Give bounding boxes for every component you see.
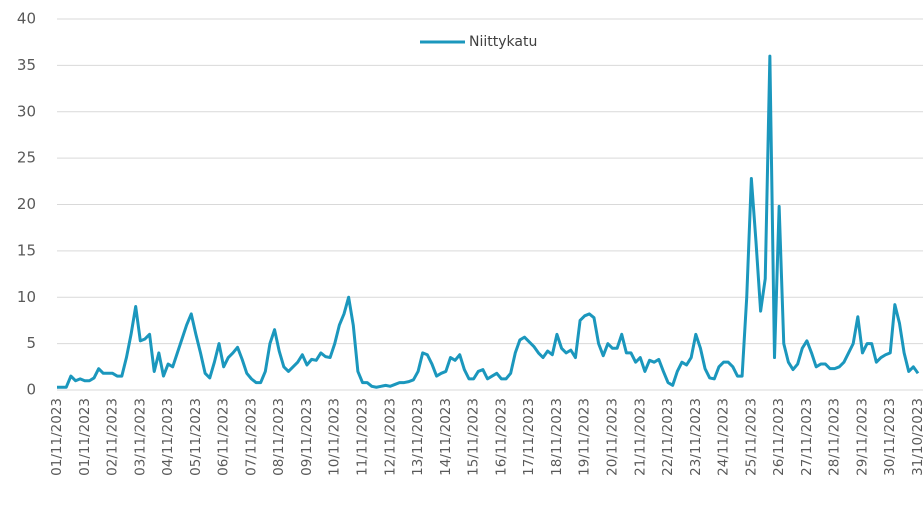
x-tick-label: 14/11/2023: [438, 398, 454, 476]
x-tick-label: 10/11/2023: [327, 398, 343, 476]
x-tick-label: 12/11/2023: [382, 398, 398, 476]
x-tick-label: 30/11/2023: [882, 398, 898, 476]
y-tick-label: 15: [17, 241, 36, 259]
x-tick-label: 03/11/2023: [132, 398, 148, 476]
y-tick-label: 35: [17, 56, 36, 74]
x-tick-label: 05/11/2023: [188, 398, 204, 476]
x-tick-label: 09/11/2023: [299, 398, 315, 476]
x-tick-label: 29/11/2023: [854, 398, 870, 476]
legend-label: Niittykatu: [469, 34, 537, 50]
x-tick-label: 11/11/2023: [355, 398, 371, 476]
x-tick-label: 18/11/2023: [549, 398, 565, 476]
x-tick-label: 01/11/2023: [49, 398, 65, 476]
y-tick-label: 10: [17, 288, 36, 306]
x-tick-label: 04/11/2023: [160, 398, 176, 476]
x-tick-label: 22/11/2023: [660, 398, 676, 476]
y-tick-label: 30: [17, 102, 36, 120]
x-tick-label: 28/11/2023: [827, 398, 843, 476]
x-tick-label: 21/11/2023: [632, 398, 648, 476]
x-tick-label: 20/11/2023: [604, 398, 620, 476]
line-series: [57, 54, 920, 389]
x-tick-label: 16/11/2023: [493, 398, 509, 476]
x-tick-label: 08/11/2023: [271, 398, 287, 476]
x-tick-label: 06/11/2023: [216, 398, 232, 476]
x-tick-label: 17/11/2023: [521, 398, 537, 476]
x-tick-label: 13/11/2023: [410, 398, 426, 476]
x-tick-label: 31/10/2023: [910, 398, 923, 476]
x-tick-label: 01/11/2023: [77, 398, 93, 476]
x-tick-label: 23/11/2023: [688, 398, 704, 476]
y-tick-label: 25: [17, 149, 36, 167]
x-tick-label: 19/11/2023: [577, 398, 593, 476]
y-tick-label: 40: [17, 10, 36, 28]
x-tick-label: 02/11/2023: [105, 398, 121, 476]
x-tick-label: 27/11/2023: [799, 398, 815, 476]
x-tick-label: 07/11/2023: [243, 398, 259, 476]
y-tick-label: 20: [17, 195, 36, 213]
x-tick-label: 25/11/2023: [743, 398, 759, 476]
x-tick-label: 15/11/2023: [466, 398, 482, 476]
x-tick-label: 24/11/2023: [716, 398, 732, 476]
y-tick-label: 0: [26, 381, 36, 399]
x-tick-label: 26/11/2023: [771, 398, 787, 476]
y-tick-label: 5: [26, 334, 36, 352]
